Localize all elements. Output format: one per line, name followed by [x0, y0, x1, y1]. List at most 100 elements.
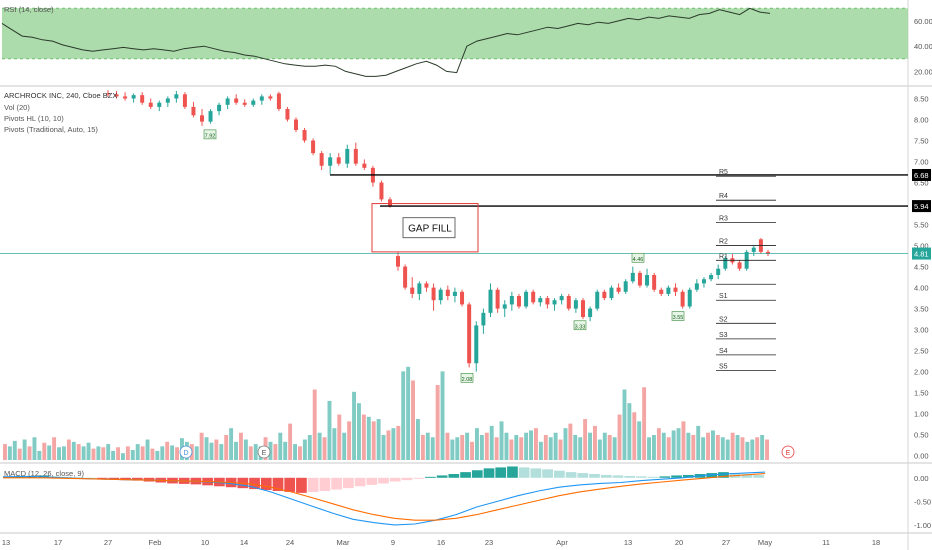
candle-body — [285, 109, 290, 120]
price-badge — [912, 200, 931, 213]
volume-bar — [268, 441, 273, 460]
price-legend-item: Pivots (Traditional, Auto, 15) — [4, 125, 98, 134]
macd-histogram-bar — [354, 477, 366, 487]
candle-body — [495, 289, 500, 309]
price-badge-label: 5.94 — [914, 202, 929, 211]
volume-bar — [52, 437, 57, 460]
volume-bar — [607, 435, 612, 460]
candle-body — [353, 148, 358, 164]
volume-bar — [135, 444, 140, 460]
volume-bar — [627, 403, 632, 460]
volume-bar — [125, 446, 130, 460]
volume-bar — [543, 435, 548, 460]
x-axis-label: 13 — [2, 538, 10, 547]
volume-bar — [593, 425, 597, 460]
volume-bar — [22, 439, 27, 460]
macd-histogram-bar — [272, 477, 284, 491]
volume-bar — [656, 428, 661, 460]
volume-bar — [573, 435, 578, 460]
macd-histogram-bar — [507, 466, 518, 478]
volume-bar — [239, 432, 243, 460]
macd-histogram-bar — [460, 472, 471, 478]
pivot-hl-marker — [671, 311, 685, 321]
x-axis-label: 10 — [201, 538, 209, 547]
candle-body — [140, 95, 145, 103]
macd-histogram-bar — [331, 477, 342, 490]
volume-bar — [416, 419, 420, 460]
macd-tick-label: -1.00 — [914, 521, 931, 530]
rsi-tick-label: 60.00 — [914, 17, 932, 26]
macd-histogram-bar — [495, 467, 507, 478]
price-tick-label: 4.00 — [914, 284, 929, 293]
price-tick-label: 5.50 — [914, 221, 929, 230]
candle-body — [474, 325, 479, 364]
pivot-hl-marker — [631, 252, 645, 263]
price-badge-label: 6.68 — [914, 171, 929, 180]
volume-bar — [524, 432, 529, 460]
x-axis-label: May — [758, 538, 772, 547]
x-axis-label: Feb — [149, 538, 162, 547]
volume-bar — [376, 419, 381, 460]
volume-bar — [209, 442, 214, 460]
volume-bar — [602, 432, 607, 460]
macd-histogram-bar — [671, 475, 682, 478]
candle-body — [737, 262, 742, 269]
volume-bar — [7, 446, 12, 460]
pivot-hl-marker — [460, 372, 474, 383]
volume-bar — [116, 447, 120, 460]
volume-bar — [406, 366, 411, 460]
volume-bar — [145, 439, 150, 460]
candle-body — [191, 106, 196, 116]
candle-body — [294, 119, 298, 131]
volume-bar — [622, 389, 627, 460]
candle-body — [709, 275, 714, 280]
macd-histogram-bar — [741, 474, 753, 478]
price-tick-label: 1.50 — [914, 389, 929, 398]
volume-bar — [465, 432, 470, 460]
volume-bar — [509, 439, 514, 460]
candle-body — [509, 296, 514, 305]
macd-histogram-bar — [659, 476, 671, 478]
macd-histogram-bar — [284, 477, 296, 492]
volume-bar — [740, 437, 745, 460]
x-axis-label: Mar — [337, 538, 350, 547]
volume-bar — [725, 439, 730, 460]
candle-body — [328, 157, 333, 166]
candle-body — [723, 258, 728, 269]
rsi-title: RSI (14, close) — [4, 5, 54, 14]
macd-histogram-bar — [706, 473, 718, 478]
pivot-level-label: R4 — [719, 193, 728, 200]
volume-bar — [647, 437, 651, 460]
macd-histogram-bar — [518, 467, 530, 478]
volume-bar — [681, 421, 686, 460]
volume-bar — [57, 447, 61, 460]
volume-bar — [47, 445, 52, 460]
macd-histogram-bar — [319, 477, 331, 491]
candle-body — [637, 272, 642, 286]
candle-body — [751, 247, 756, 252]
volume-bar — [548, 437, 553, 460]
volume-bar — [130, 450, 135, 460]
volume-bar — [224, 435, 229, 460]
volume-bar — [642, 387, 647, 460]
macd-histogram-bar — [682, 474, 694, 478]
macd-histogram-bar — [307, 477, 319, 492]
macd-histogram-bar — [96, 477, 108, 479]
x-axis-label: 16 — [437, 538, 445, 547]
pivot-level-label: S1 — [719, 293, 728, 300]
macd-histogram-bar — [378, 477, 389, 484]
price-legend-item: Pivots HL (10, 10) — [4, 114, 64, 123]
candle-body — [225, 98, 230, 105]
candle-body — [552, 300, 557, 305]
pivot-hl-label: 4.46 — [633, 257, 644, 263]
volume-bar — [96, 446, 101, 460]
gap-fill-label: GAP FILL — [408, 224, 452, 235]
volume-bar — [101, 447, 106, 460]
macd-histogram-bar — [249, 477, 260, 490]
volume-bar — [302, 439, 307, 460]
candle-body — [701, 279, 706, 284]
volume-bar — [534, 428, 538, 460]
candle-body — [438, 289, 443, 301]
volume-bar — [671, 430, 676, 460]
